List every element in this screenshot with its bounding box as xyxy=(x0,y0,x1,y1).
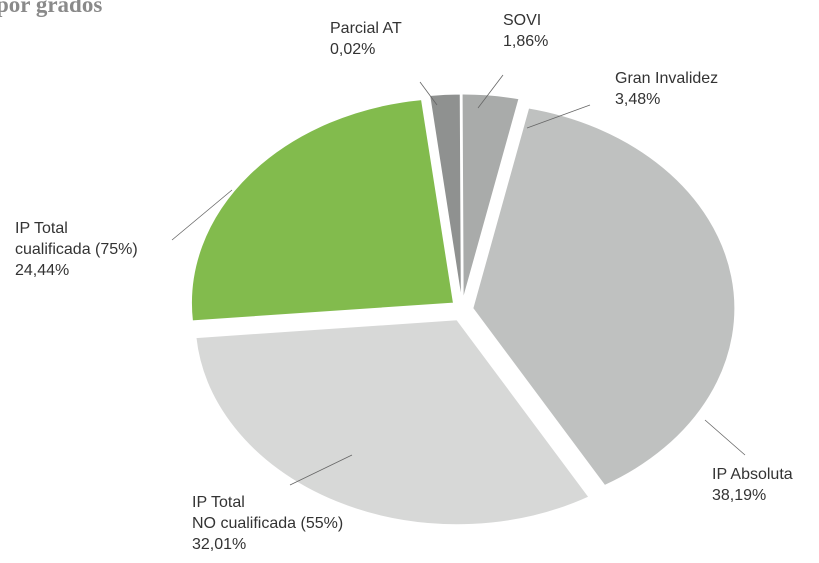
slice-label: IP Total cualificada (75%) xyxy=(15,220,138,258)
leader-line xyxy=(704,419,746,456)
slice-label: IP Total NO cualificada (55%) xyxy=(192,494,344,532)
slice-label: IP Absoluta xyxy=(712,466,793,483)
pie-slice xyxy=(195,319,590,526)
slice-label: SOVI xyxy=(503,12,542,29)
slice-label: Parcial AT xyxy=(330,20,402,37)
slice-value: 3,48% xyxy=(615,91,661,108)
leader-line xyxy=(477,74,504,109)
pie-slice xyxy=(472,107,736,487)
slice-value: 24,44% xyxy=(15,262,70,279)
leader-line xyxy=(171,189,233,241)
slice-value: 0,02% xyxy=(330,41,376,58)
pie-slice xyxy=(190,99,455,322)
pie-slice xyxy=(428,95,462,300)
slice-label: Gran Invalidez xyxy=(615,70,719,87)
chart-title: por grados xyxy=(0,0,103,17)
slice-value: 38,19% xyxy=(712,487,767,504)
leader-line xyxy=(526,104,591,129)
leader-line xyxy=(289,454,353,486)
slice-value: 1,86% xyxy=(503,33,549,50)
pie-slice xyxy=(461,93,520,300)
slice-value: 32,01% xyxy=(192,536,247,553)
leader-line xyxy=(419,81,438,106)
